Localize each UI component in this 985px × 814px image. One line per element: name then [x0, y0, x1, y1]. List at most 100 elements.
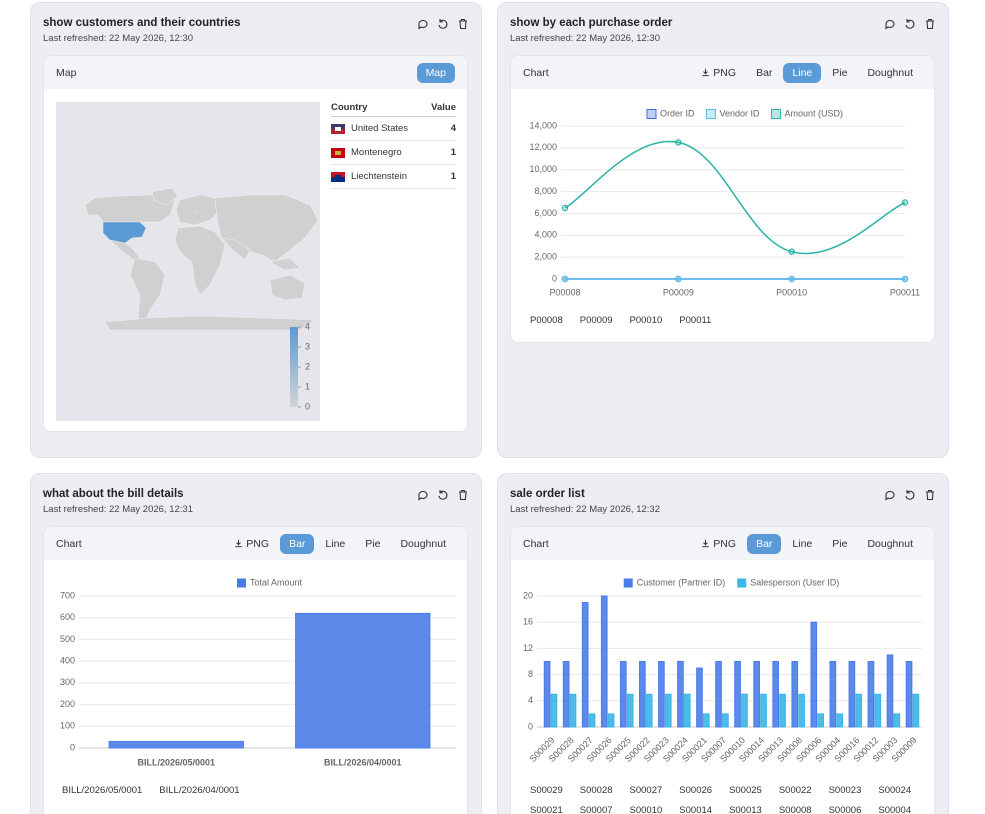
toolbar-button[interactable]: PNG	[225, 534, 278, 554]
comment-button[interactable]	[417, 489, 429, 501]
country-value: 1	[450, 147, 456, 158]
y-tick-label: 8	[528, 669, 533, 679]
panel-subtitle: Last refreshed: 22 May 2026, 12:30	[43, 33, 193, 44]
toolbar-button[interactable]: Bar	[747, 533, 782, 554]
table-header: Country Value	[331, 99, 456, 117]
table-row: Montenegro 1	[331, 141, 456, 165]
bar	[836, 713, 844, 728]
refresh-button[interactable]	[904, 489, 916, 501]
y-tick-label: 500	[60, 634, 75, 644]
toolbar-button[interactable]: Pie	[823, 534, 856, 554]
toolbar-button[interactable]: PNG	[692, 63, 745, 83]
category-item: S00028	[579, 785, 613, 796]
legend: Order ID Vendor ID Amount (USD)	[646, 108, 843, 119]
button-label: PNG	[713, 537, 737, 550]
toolbar-button[interactable]: Line	[783, 534, 821, 554]
legend-label: Customer (Partner ID)	[637, 577, 726, 587]
comment-button[interactable]	[884, 489, 896, 501]
bar	[893, 713, 901, 728]
bar	[626, 693, 634, 728]
category-item: S00006	[828, 805, 862, 814]
toolbar-button[interactable]: PNG	[692, 534, 745, 554]
toolbar-button[interactable]: Bar	[280, 533, 315, 554]
bar	[295, 612, 431, 749]
country-name: Montenegro	[351, 147, 402, 158]
panel-title: show by each purchase order	[510, 17, 673, 29]
delete-button[interactable]	[457, 489, 469, 501]
bar	[848, 661, 856, 728]
button-label: Pie	[832, 537, 848, 550]
chart-toolbar: Map Map	[44, 56, 467, 89]
legend-tick-label: 4	[305, 321, 310, 331]
panel-subtitle: Last refreshed: 22 May 2026, 12:31	[43, 504, 193, 515]
y-tick-label: 0	[70, 742, 75, 752]
delete-button[interactable]	[924, 18, 936, 30]
land	[151, 187, 179, 206]
panel-title: what about the bill details	[43, 488, 184, 500]
button-label: Pie	[832, 66, 848, 79]
toolbar-button[interactable]: Bar	[747, 63, 781, 83]
panel: what about the bill details Last refreshe…	[30, 473, 482, 814]
y-tick-label: 6,000	[534, 208, 557, 218]
legend-label: Salesperson (User ID)	[750, 577, 839, 587]
download-icon	[235, 539, 242, 548]
table: Country Value United States 4 Montenegro 1 Lie…	[331, 99, 456, 189]
toolbar-button[interactable]: Doughnut	[858, 63, 922, 83]
x-tick-label: P00011	[890, 287, 920, 297]
country-value: 4	[450, 123, 456, 134]
bar	[639, 661, 646, 728]
toolbar-button[interactable]: Doughnut	[391, 534, 455, 554]
button-label: Doughnut	[867, 537, 913, 550]
toolbar-button[interactable]: Line	[316, 534, 354, 554]
toolbar-button[interactable]: Doughnut	[858, 534, 922, 554]
chart-box: Chart PNG Bar Line Pie Doughnut 0 4 8 12 16 20 S0002…	[510, 526, 935, 814]
table-row: Liechtenstein 1	[331, 165, 456, 189]
point	[788, 275, 795, 283]
category-item: P00010	[629, 315, 663, 326]
comment-button[interactable]	[884, 18, 896, 30]
category-item: S00027	[629, 785, 663, 796]
toolbar-button[interactable]: Pie	[356, 534, 389, 554]
comment-button[interactable]	[417, 18, 429, 30]
y-tick-label: 4,000	[534, 230, 557, 240]
button-label: Doughnut	[867, 66, 913, 79]
plot: 4 3 2 1 0	[56, 102, 320, 421]
category-item: BILL/2026/05/0001	[62, 785, 143, 796]
point	[675, 275, 682, 283]
panel: show customers and their countries Last r…	[30, 2, 482, 458]
bar	[108, 740, 244, 749]
refresh-button[interactable]	[437, 489, 449, 501]
category-item: P00008	[530, 315, 563, 326]
country	[201, 216, 206, 221]
bar	[874, 693, 882, 728]
point	[901, 199, 909, 206]
chart-box: Chart PNG Bar Line Pie Doughnut 0 2,000 4,000 6,0…	[510, 55, 935, 343]
category-item: S00026	[679, 785, 713, 796]
flag	[331, 147, 345, 158]
y-tick-label: 12,000	[529, 142, 557, 152]
button-label: Line	[325, 537, 346, 550]
x-tick-label: P00010	[776, 287, 807, 297]
y-tick-label: 700	[60, 590, 75, 600]
point	[788, 248, 795, 255]
toolbar-button[interactable]: Line	[783, 62, 822, 83]
point	[675, 139, 682, 146]
delete-button[interactable]	[924, 489, 936, 501]
category-item: BILL/2026/04/0001	[159, 785, 240, 796]
panel-subtitle: Last refreshed: 22 May 2026, 12:30	[510, 33, 660, 44]
y-tick-label: 300	[60, 677, 75, 687]
panel-actions	[884, 489, 936, 501]
refresh-button[interactable]	[437, 18, 449, 30]
bar	[772, 661, 780, 728]
land	[269, 257, 301, 271]
toolbar-button[interactable]: Pie	[823, 63, 856, 83]
color-bar	[290, 327, 298, 407]
land	[175, 194, 221, 226]
refresh-button[interactable]	[904, 18, 916, 30]
land	[221, 237, 251, 261]
delete-button[interactable]	[457, 18, 469, 30]
button-label: PNG	[713, 66, 737, 79]
toolbar-button[interactable]: Map	[416, 62, 455, 83]
bar	[715, 661, 722, 728]
country-name: Liechtenstein	[351, 171, 407, 182]
